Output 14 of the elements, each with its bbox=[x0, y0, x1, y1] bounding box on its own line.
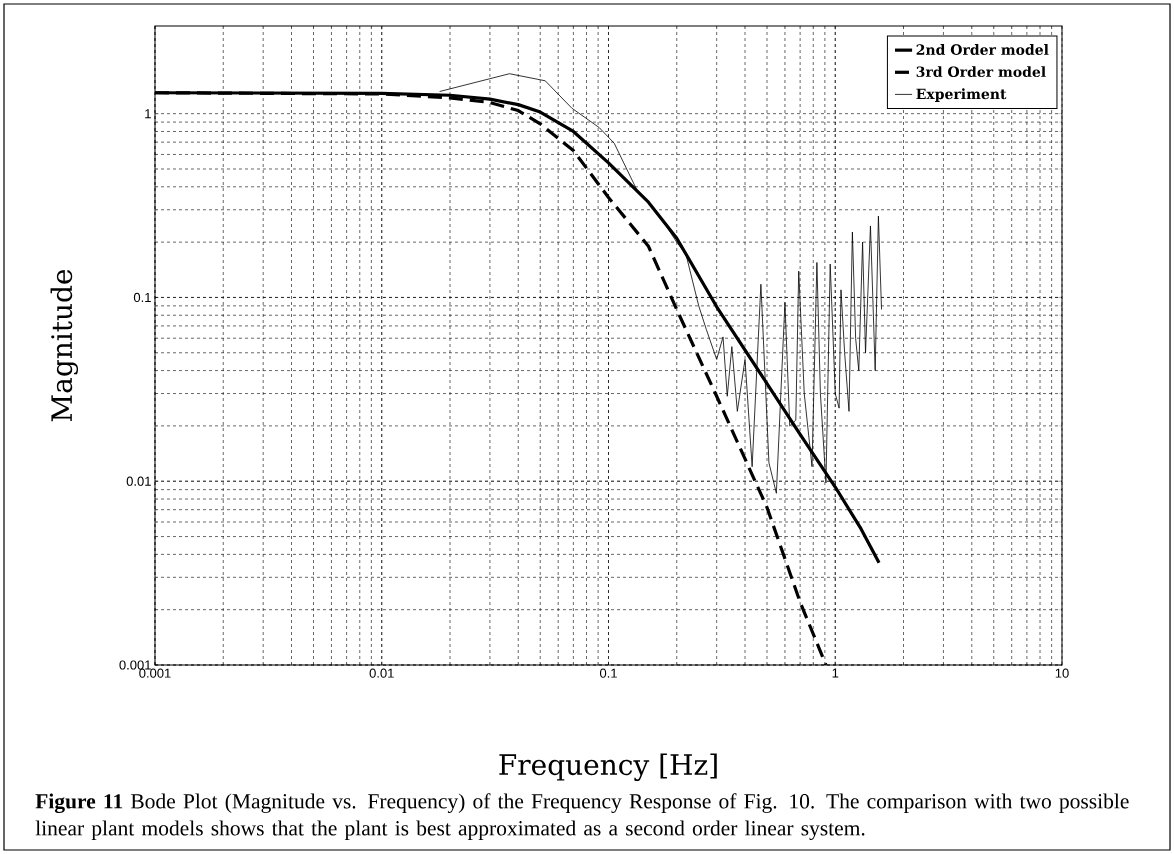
x-tick-label: 0.01 bbox=[369, 668, 394, 678]
x-tick-label: 1 bbox=[832, 668, 839, 678]
y-tick-label: 1 bbox=[145, 109, 151, 119]
y-tick-label: 0.01 bbox=[126, 476, 151, 486]
legend-label: 3rd Order model bbox=[916, 66, 1046, 78]
x-tick-label: 0.1 bbox=[599, 668, 617, 678]
legend-label: Experiment bbox=[916, 88, 1007, 102]
x-axis-title: Frequency [Hz] bbox=[499, 753, 717, 781]
y-axis-title: Magnitude bbox=[50, 269, 79, 422]
legend-label: 2nd Order model bbox=[916, 44, 1049, 55]
x-tick-label: 10 bbox=[1055, 668, 1069, 678]
y-tick-label: 0.1 bbox=[133, 292, 151, 303]
y-tick-label: 0.001 bbox=[119, 660, 151, 670]
text: Figure 11 Bode Plot (Magnitude vs. Frequency) of the Frequency Response of Fig. 10. The comparison with two possible linear plant models shows that the plant is best approximated as a second order linear system. bbox=[35, 793, 1129, 840]
